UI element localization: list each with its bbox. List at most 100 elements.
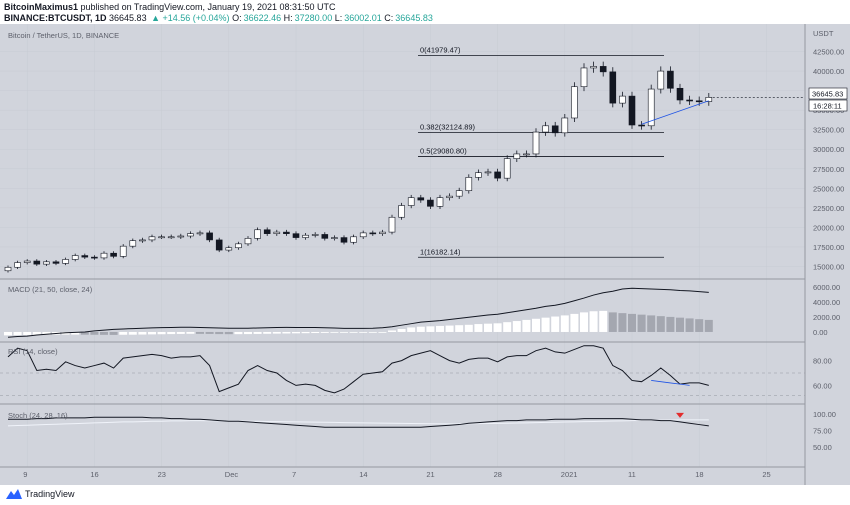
candle-body	[350, 236, 357, 243]
macd-tick-label: 0.00	[813, 328, 828, 337]
candle-body	[417, 197, 425, 201]
candle-body	[427, 199, 434, 207]
macd-histogram-bar	[128, 331, 137, 335]
candle-body	[4, 266, 12, 272]
candle-body	[283, 231, 290, 234]
macd-histogram-bar	[148, 331, 156, 335]
macd-histogram-bar	[532, 318, 540, 332]
macd-histogram-bar	[455, 325, 464, 332]
price-tick-label: 25000.00	[813, 184, 844, 193]
macd-histogram-bar	[416, 326, 425, 332]
candle-body	[676, 87, 684, 101]
macd-histogram-bar	[436, 325, 444, 332]
candle-body	[167, 236, 175, 239]
stoch-k-line	[8, 416, 709, 428]
footer: TradingView	[6, 489, 75, 499]
macd-histogram-bar	[32, 331, 41, 335]
macd-histogram-bar	[608, 312, 617, 332]
candlestick-series	[4, 61, 805, 273]
fib-level-label: 0.382(32124.89)	[420, 123, 476, 132]
macd-pane-title: MACD (21, 50, close, 24)	[8, 285, 93, 294]
stoch-tick-label: 100.00	[813, 410, 836, 419]
macd-histogram-bar	[541, 317, 550, 332]
time-tick-label: 7	[292, 470, 296, 479]
open-label: O:	[232, 13, 242, 23]
chart-canvas[interactable]: 0(41979.47)0.382(32124.89)0.5(29080.80)1…	[0, 24, 850, 485]
macd-histogram-bar	[589, 311, 598, 332]
candle-body	[311, 234, 319, 236]
macd-histogram-bar	[215, 331, 224, 335]
publish-info: BitcoinMaximus1 published on TradingView…	[4, 2, 336, 12]
candle-body	[23, 260, 31, 263]
macd-histogram-bar	[109, 331, 118, 335]
candle-body	[331, 237, 338, 239]
candle-body	[580, 67, 588, 88]
macd-histogram-bar	[618, 313, 627, 332]
macd-histogram-bar	[704, 319, 713, 332]
candle-body	[407, 197, 415, 206]
price-tick-label: 20000.00	[813, 223, 844, 232]
price-change: ▲ +14.56 (+0.04%)	[151, 13, 230, 23]
price-tick-label: 42500.00	[813, 48, 844, 57]
macd-indicator	[4, 287, 713, 338]
rsi-indicator	[0, 345, 805, 396]
macd-histogram-bar	[61, 331, 70, 335]
stoch-pane-title: Stoch (24, 28, 16)	[8, 411, 68, 420]
candle-body	[369, 232, 377, 235]
time-tick-label: 28	[494, 470, 502, 479]
candle-body	[196, 232, 204, 235]
macd-histogram-bar	[560, 315, 569, 332]
macd-histogram-bar	[656, 316, 665, 332]
macd-histogram-bar	[580, 312, 588, 332]
candle-body	[139, 239, 146, 242]
fib-level-label: 0.5(29080.80)	[420, 146, 467, 155]
rsi-pane-title: RSI (14, close)	[8, 347, 58, 356]
macd-histogram-bar	[311, 331, 320, 334]
time-tick-label: 18	[695, 470, 703, 479]
candle-body	[571, 86, 578, 119]
candle-body	[475, 172, 482, 178]
macd-histogram-bar	[167, 331, 176, 335]
candle-body	[657, 70, 665, 90]
price-tick-label: 40000.00	[813, 67, 844, 76]
candle-body	[609, 71, 617, 104]
candle-body	[398, 205, 405, 218]
candle-body	[340, 237, 348, 243]
candle-body	[695, 100, 703, 103]
macd-histogram-bar	[474, 324, 483, 332]
candle-body	[561, 117, 569, 134]
candle-body	[43, 261, 50, 265]
macd-histogram-bar	[320, 331, 329, 333]
macd-histogram-bar	[522, 319, 531, 332]
macd-histogram-bar	[23, 331, 32, 335]
macd-histogram-bar	[292, 331, 300, 334]
symbol-name: BINANCE:BTCUSDT, 1D	[4, 13, 107, 23]
candle-body	[532, 131, 540, 155]
candle-body	[465, 177, 473, 191]
candle-body	[686, 99, 693, 102]
high-label: H:	[283, 13, 293, 23]
macd-histogram-bar	[388, 330, 396, 332]
price-tick-label: 15000.00	[813, 262, 844, 271]
candle-body	[542, 125, 549, 133]
chart-axes: 15000.00 17500.00 20000.00 22500.00 25000.00…	[0, 24, 844, 485]
low-value: 36002.01	[344, 13, 382, 23]
brand-name[interactable]: TradingView	[25, 489, 75, 499]
macd-histogram-bar	[397, 328, 406, 332]
candle-body	[494, 171, 501, 179]
candle-body	[129, 240, 137, 247]
time-tick-label: 2021	[561, 470, 578, 479]
time-tick-label: 25	[762, 470, 770, 479]
macd-histogram-bar	[253, 331, 262, 334]
price-tick-label: 17500.00	[813, 243, 844, 252]
author-name[interactable]: BitcoinMaximus1	[4, 2, 79, 12]
macd-histogram-bar	[90, 331, 99, 335]
macd-histogram-bar	[234, 331, 243, 335]
macd-histogram-bar	[647, 315, 656, 332]
macd-histogram-bar	[224, 331, 233, 335]
fib-retracement[interactable]: 0(41979.47) 0.382(32124.89) 0.5(29080.80) 1…	[418, 46, 664, 258]
macd-histogram-bar	[282, 331, 291, 334]
macd-histogram-bar	[119, 331, 128, 335]
rsi-tick-label: 80.00	[813, 357, 832, 366]
candle-body	[254, 229, 261, 239]
